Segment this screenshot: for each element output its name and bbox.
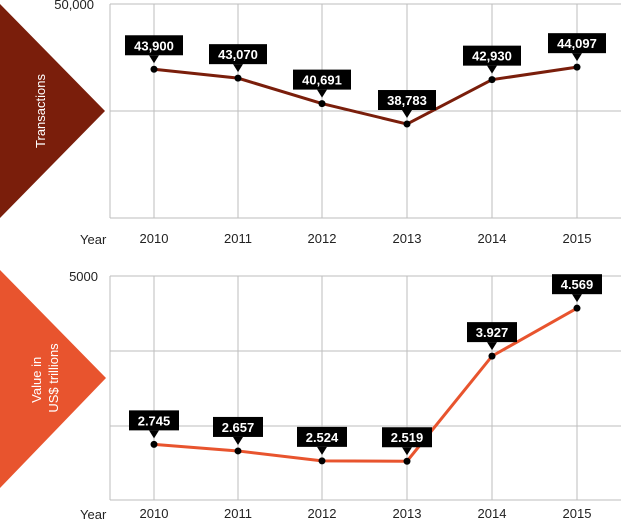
chart1-data-label-pointer [149, 55, 159, 64]
chart2-x-axis-title: Year [80, 507, 107, 520]
value-side-badge [0, 270, 106, 488]
chart1-data-label-pointer [572, 53, 582, 62]
chart1-series-line [153, 65, 578, 126]
chart2-data-label: 2.657 [222, 420, 255, 435]
chart2-x-tick-label: 2013 [393, 506, 422, 520]
chart2-y-top-label: 5000 [69, 269, 98, 284]
chart1-points: 43,900 43,070 40,691 38,783 42,930 44,097 [125, 33, 606, 128]
chart1-data-label: 43,900 [134, 38, 174, 53]
chart1-data-label: 43,070 [218, 47, 258, 62]
chart2-x-tick-label: 2010 [140, 506, 169, 520]
chart1-x-tick-label: 2014 [478, 231, 507, 246]
chart1-data-point [318, 100, 326, 108]
chart1-data-point [150, 65, 158, 73]
chart1-data-point [573, 63, 581, 71]
chart2-data-label-pointer [149, 430, 159, 439]
chart2-grid [109, 275, 621, 501]
chart2-data-label-box [382, 427, 432, 448]
chart1-y-top-label: 50,000 [54, 0, 94, 12]
chart1-data-label-pointer [487, 65, 497, 74]
chart2-data-label: 2.519 [391, 430, 424, 445]
chart1-x-tick-label: 2011 [224, 231, 252, 246]
chart1-x-ticks: 2010 2011 2012 2013 2014 2015 [140, 231, 592, 246]
chart1-data-label: 42,930 [472, 49, 512, 64]
chart1-data-point [234, 74, 242, 82]
chart1-data-label: 40,691 [302, 73, 342, 88]
chart2-data-label: 4.569 [561, 277, 594, 292]
chart2-data-label: 2.745 [138, 413, 171, 428]
chart2-data-label-box [213, 416, 263, 437]
chart2-points: 2.745 2.657 2.524 2.519 3.927 4.569 [129, 274, 602, 465]
chart1-x-tick-label: 2013 [393, 231, 422, 246]
chart1-x-axis-title: Year [80, 232, 107, 247]
chart2-data-label-pointer [317, 446, 327, 455]
chart2-data-label-box [467, 322, 517, 343]
chart1-data-label-box [293, 69, 351, 90]
chart2-data-point [573, 304, 581, 312]
chart1-data-point [488, 76, 496, 84]
chart1-data-label-pointer [317, 89, 327, 98]
transactions-side-badge [0, 4, 105, 218]
chart1-data-label-box [209, 44, 267, 65]
chart2-data-label-box [129, 410, 179, 431]
chart1-data-label: 44,097 [557, 36, 597, 51]
chart2-data-point [403, 457, 411, 465]
chart2-data-label-box [552, 274, 602, 295]
chart1-data-label-pointer [233, 64, 243, 73]
chart1-data-label-box [548, 33, 606, 54]
chart2-x-tick-label: 2012 [308, 506, 337, 520]
value-axis-label: Value in US$ trillions [29, 343, 61, 413]
chart1-data-point [403, 120, 411, 128]
chart2-x-tick-label: 2014 [478, 506, 507, 520]
chart1-x-tick-label: 2015 [563, 231, 592, 246]
chart2-data-label-pointer [487, 342, 497, 351]
chart2-x-tick-label: 2015 [563, 506, 592, 520]
chart1-data-label-box [125, 35, 183, 56]
chart2-x-tick-label: 2011 [224, 506, 252, 520]
chart1-data-label-pointer [402, 110, 412, 119]
chart2-data-point [318, 457, 326, 465]
chart1-x-tick-label: 2012 [308, 231, 337, 246]
chart1-data-label: 38,783 [387, 93, 427, 108]
chart2-x-ticks: 2010 2011 2012 2013 2014 2015 [140, 506, 592, 520]
chart2-series-line [153, 306, 578, 463]
chart1-x-tick-label: 2010 [140, 231, 169, 246]
chart1-data-label-box [463, 45, 521, 66]
chart2-data-label-pointer [402, 447, 412, 456]
chart2-data-label-pointer [233, 436, 243, 445]
chart2-data-label-pointer [572, 294, 582, 303]
chart1-data-label-box [378, 90, 436, 111]
chart2-data-point [150, 440, 158, 448]
chart2-data-label: 3.927 [476, 325, 509, 340]
chart1-grid [109, 3, 621, 219]
chart2-data-label-box [297, 426, 347, 447]
transactions-axis-label: Transactions [33, 74, 48, 148]
chart2-data-point [234, 447, 242, 455]
chart2-data-label: 2.524 [306, 430, 339, 445]
chart2-data-point [488, 352, 496, 360]
